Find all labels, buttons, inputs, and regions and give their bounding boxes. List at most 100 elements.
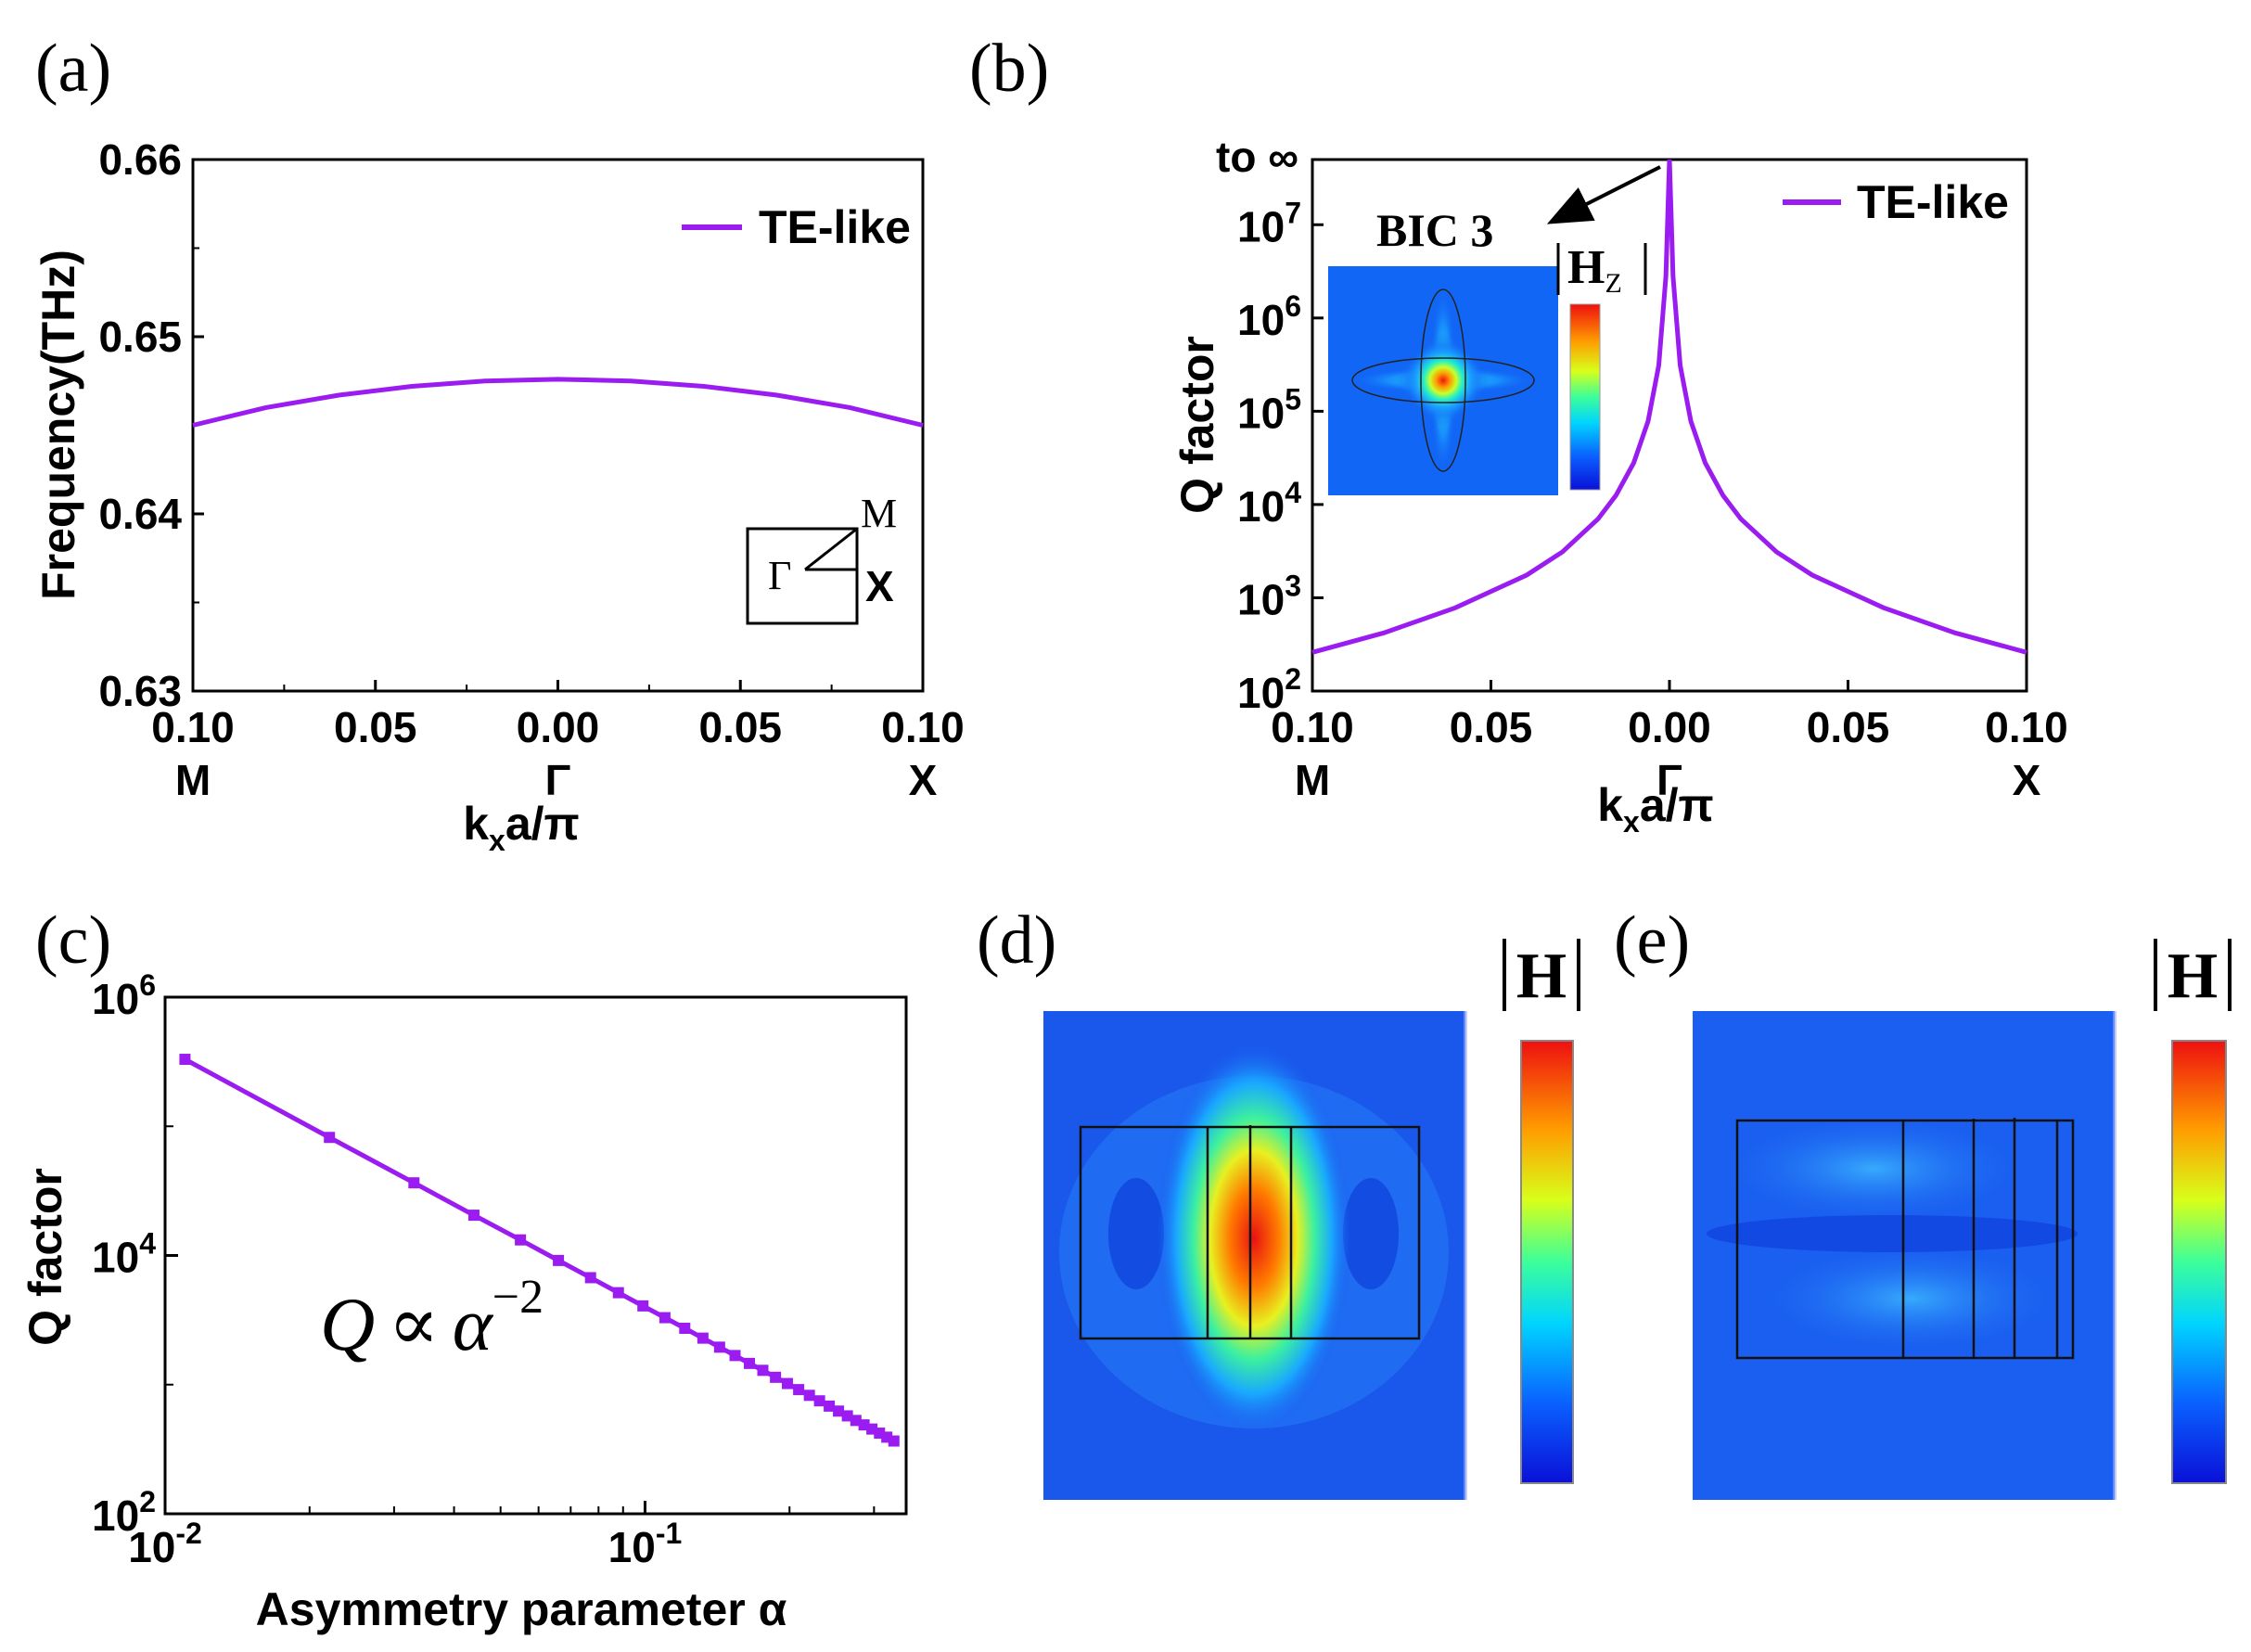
- panel-label-e: (e): [1614, 903, 1690, 979]
- panel-c-data-point: [179, 1054, 191, 1066]
- panel-b-x-label-rest: a/π: [1640, 779, 1714, 831]
- panel-a-chart: 0.10 0.05 0.00 0.05 0.10 0.66 0.65 0.64 0.63 M Γ…: [32, 135, 965, 857]
- panel-a-ytick-label: 0.66: [98, 135, 182, 184]
- panel-b-x-label-k: k: [1597, 779, 1623, 831]
- panel-b-field-map: [1328, 266, 1558, 495]
- panel-b-te-like-line: [1311, 159, 2027, 655]
- panel-b-y-label: Q factor: [1171, 336, 1223, 514]
- panel-b-ytick-label: 103: [1237, 569, 1301, 623]
- panel-b-point-label: M: [1295, 756, 1330, 804]
- panel-c-data-point: [888, 1435, 900, 1447]
- panel-c-data-point: [803, 1389, 815, 1402]
- panel-label-a: (a): [35, 31, 111, 107]
- panel-b-ytick-label: 102: [1237, 662, 1301, 717]
- panel-b-xtick-label: 0.10: [1271, 703, 1354, 751]
- panel-c-annotation-q: Q: [320, 1282, 375, 1366]
- panel-c-data-point: [833, 1405, 845, 1417]
- panel-c-xtick-label: 10-2: [128, 1517, 202, 1571]
- panel-d-field-map: [1043, 1011, 1467, 1500]
- panel-e-structure-outline: [1735, 1118, 2075, 1360]
- panel-b-x-label: kxa/π: [1597, 779, 1714, 839]
- panel-c-xtick-label: 10-1: [608, 1517, 683, 1571]
- panel-a-xtick-label: 0.05: [334, 703, 417, 751]
- panel-c-data-point: [781, 1377, 793, 1389]
- panel-c-data-point: [770, 1371, 782, 1383]
- panel-a-x-label-rest: a/π: [505, 798, 580, 850]
- panel-c-chart: 10-2 10-1 102 104 106 Q factor Asymmetry pa…: [19, 968, 908, 1635]
- panel-a-bz-gamma: Γ: [768, 553, 791, 598]
- panel-b-xtick-label: 0.00: [1628, 703, 1711, 751]
- panel-a-legend-label: TE-like: [759, 201, 911, 253]
- panel-c-frame: [163, 995, 908, 1516]
- panel-c-ytick-label: 106: [92, 968, 156, 1023]
- panel-b-point-label: X: [2013, 756, 2041, 804]
- panel-c-data-point: [659, 1312, 671, 1324]
- panel-c-data-point: [697, 1332, 709, 1344]
- panel-a-bz-x: X: [865, 562, 894, 610]
- panel-c-annotation-prop: ∝: [388, 1282, 440, 1366]
- panel-a-bz-m: M: [861, 491, 897, 536]
- panel-b-xtick-label: 0.10: [1985, 703, 2068, 751]
- panel-d-colorbar-label: H: [1516, 941, 1567, 1012]
- panel-b-ytick-label: 106: [1237, 289, 1301, 344]
- panel-c-data-point: [793, 1384, 805, 1396]
- panel-a-te-like-line: [192, 377, 924, 428]
- panel-c-data-point: [729, 1350, 741, 1362]
- panel-b-point-label: Γ: [1656, 756, 1682, 804]
- panel-a-bz-gamma-m: [804, 527, 858, 571]
- panel-label-b: (b): [969, 31, 1049, 107]
- panel-b-field-sub: Z: [1605, 268, 1621, 299]
- panel-b-colorbar: [1569, 303, 1601, 491]
- panel-b-inset-title: BIC 3: [1376, 204, 1493, 256]
- panel-b-chart: 0.10 0.05 0.00 0.05 0.10 102103104105106107 …: [1171, 133, 2068, 839]
- panel-a-ytick-label: 0.64: [98, 490, 182, 538]
- panel-c-data-point: [637, 1300, 649, 1312]
- panel-b-ytick-label: 104: [1237, 476, 1301, 531]
- panel-c-data-point: [713, 1341, 725, 1353]
- panel-a-xtick-label: 0.10: [881, 703, 965, 751]
- panel-b-ytick-label: 105: [1237, 382, 1301, 437]
- panel-c-data-point: [813, 1395, 825, 1407]
- panel-a-xtick-label: 0.10: [151, 703, 235, 751]
- panel-c-data-point: [408, 1177, 420, 1189]
- panel-b-top-label: to ∞: [1216, 133, 1298, 181]
- panel-c-data-point: [744, 1357, 756, 1369]
- panel-b-legend-label: TE-like: [1857, 176, 2009, 228]
- panel-a-xtick-label: 0.05: [698, 703, 782, 751]
- panel-c-data-point: [553, 1254, 565, 1266]
- panel-c-data-point: [515, 1234, 527, 1246]
- panel-c-y-label: Q factor: [19, 1168, 71, 1346]
- panel-b-xtick-label: 0.05: [1807, 703, 1890, 751]
- panel-c-ytick-label: 104: [92, 1227, 156, 1282]
- panel-c-annotation: Q ∝ α−2: [320, 1271, 544, 1366]
- panel-c-data-point: [757, 1364, 769, 1377]
- panel-d-structure-outline: [1079, 1125, 1421, 1340]
- panel-a-ytick-label: 0.65: [98, 313, 182, 361]
- panel-a-x-label-k: k: [463, 798, 489, 850]
- panel-e-colorbar: [2171, 1040, 2227, 1484]
- panel-b-ytick-label: 107: [1237, 196, 1301, 250]
- panel-b-field-label: HZ: [1567, 241, 1622, 299]
- panel-c-data-point: [324, 1132, 336, 1144]
- panel-d-hotspot: [1157, 1044, 1351, 1433]
- panel-a-point-label: X: [909, 756, 938, 804]
- panel-c-data-point: [679, 1323, 691, 1335]
- panel-b-x-label-sub: x: [1623, 805, 1640, 839]
- panel-e-colorbar-label: H: [2168, 941, 2218, 1012]
- panel-a-xtick-label: 0.00: [517, 703, 600, 751]
- panel-a-x-label: kxa/π: [463, 798, 580, 857]
- panel-c-ytick-label: 102: [92, 1485, 156, 1540]
- panel-label-d: (d): [977, 903, 1056, 979]
- panel-c-data-point: [824, 1400, 836, 1412]
- panel-a-bz-square: [746, 527, 859, 625]
- panel-c-annotation-exp: −2: [492, 1271, 544, 1324]
- panel-b-field-h: H: [1567, 241, 1605, 294]
- panel-a-ytick-label: 0.63: [98, 667, 182, 715]
- panel-a-point-label: M: [175, 756, 211, 804]
- panel-d-colorbar: [1520, 1040, 1574, 1484]
- panel-a-y-label: Frequency(THz): [32, 250, 84, 600]
- panel-c-data-point: [584, 1272, 596, 1284]
- panel-label-c: (c): [35, 903, 111, 979]
- panel-c-annotation-alpha: α: [453, 1282, 494, 1366]
